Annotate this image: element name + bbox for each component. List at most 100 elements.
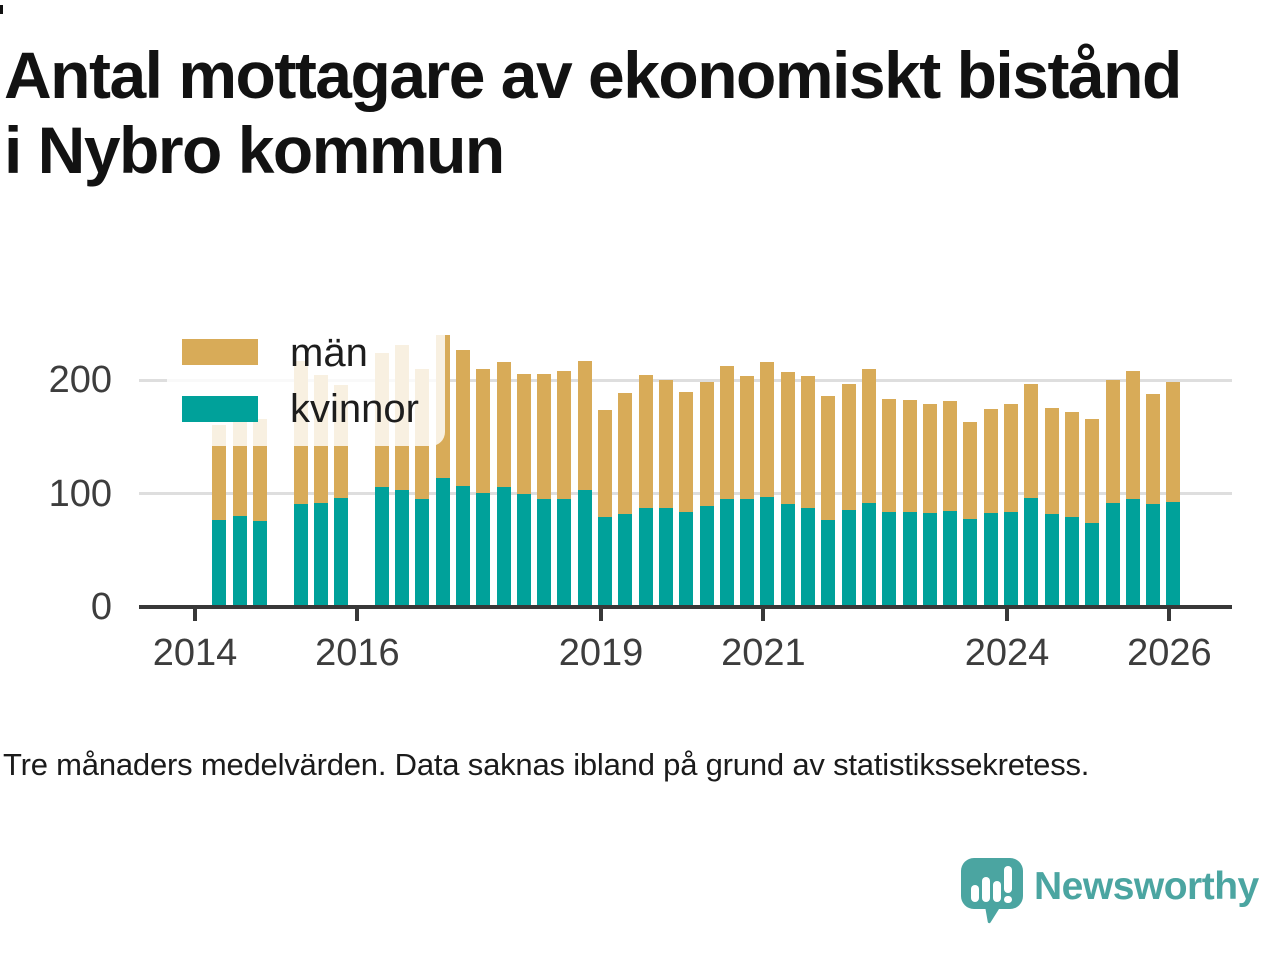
bar-segment-women (658, 508, 673, 607)
legend-swatch-women (182, 396, 258, 422)
legend-label-men: män (290, 331, 368, 375)
bar-segment-women (943, 510, 958, 607)
bar-segment-women (1004, 511, 1018, 607)
bar-segment-men (821, 396, 836, 520)
bar-segment-men (719, 365, 734, 500)
bar-segment-women (902, 511, 917, 607)
bar-segment-women (801, 508, 815, 607)
bar-segment-men (760, 362, 775, 498)
bar-segment-women (780, 503, 795, 607)
y-tick-label-100: 100 (48, 472, 112, 515)
bar-segment-women (598, 517, 612, 607)
chart-title-line1: Antal mottagare av ekonomiskt bistånd (4, 38, 1182, 112)
bar-segment-men (1146, 393, 1161, 504)
bar-segment-women (618, 514, 633, 607)
x-tick-2021 (761, 607, 766, 621)
crop-artifact-mark (0, 5, 3, 14)
bar-segment-women (516, 493, 531, 607)
bar-segment-women (496, 486, 511, 607)
bar-segment-women (882, 511, 897, 607)
bar-segment-men (943, 400, 958, 511)
x-tick-label-2014: 2014 (152, 632, 238, 674)
bar-segment-men (618, 392, 633, 515)
bar-segment-women (1146, 503, 1161, 607)
x-tick-2016 (355, 607, 360, 621)
chart-legend: män kvinnor (167, 328, 445, 446)
bar-segment-men (516, 373, 531, 494)
bar-segment-men (801, 375, 815, 509)
chart-title-line2: i Nybro kommun (4, 113, 505, 187)
speech-bubble-bar-chart-icon (961, 858, 1023, 924)
bar-segment-men (861, 369, 876, 503)
bar-segment-men (598, 409, 612, 518)
bar-segment-men (983, 408, 998, 513)
bar-segment-women (313, 502, 328, 607)
bar-segment-women (1064, 517, 1079, 607)
y-tick-label-200: 200 (48, 359, 112, 402)
bar-segment-men (557, 371, 572, 500)
bar-segment-men (1125, 371, 1140, 500)
bar-segment-women (922, 512, 937, 607)
bar-segment-women (1166, 501, 1181, 607)
x-tick-label-2019: 2019 (558, 632, 644, 674)
bar-segment-men (1024, 383, 1039, 499)
bar-segment-men (922, 404, 937, 513)
bar-segment-women (983, 512, 998, 607)
bar-segment-women (293, 503, 308, 607)
x-tick-label-2016: 2016 (315, 632, 400, 674)
legend-label-women: kvinnor (290, 387, 419, 431)
bar-segment-men (1044, 407, 1059, 515)
bar-segment-men (841, 383, 856, 510)
bar-segment-men (476, 369, 491, 493)
bar-segment-women (212, 519, 227, 607)
bar-segment-men (1064, 412, 1079, 518)
bar-segment-women (1044, 514, 1059, 607)
bar-segment-women (760, 497, 775, 607)
bar-segment-men (1166, 381, 1181, 502)
bar-segment-women (334, 498, 349, 607)
bar-segment-women (1024, 498, 1039, 607)
x-tick-label-2021: 2021 (721, 632, 806, 674)
bar-segment-women (476, 492, 491, 607)
bar-segment-men (1085, 418, 1100, 524)
bar-segment-men (638, 374, 653, 509)
bar-segment-men (902, 399, 917, 512)
bar-segment-women (861, 502, 876, 607)
x-tick-label-2024: 2024 (964, 632, 1050, 674)
bar-segment-women (395, 490, 409, 607)
bar-segment-men (658, 380, 673, 509)
bar-segment-women (415, 499, 430, 607)
bar-segment-men (780, 372, 795, 504)
x-tick-label-2026: 2026 (1127, 632, 1212, 674)
x-tick-2024 (1005, 607, 1009, 621)
bar-segment-men (455, 349, 470, 486)
bar-segment-women (638, 508, 653, 607)
bar-segment-women (699, 506, 714, 607)
bar-segment-women (963, 518, 978, 607)
bar-segment-women (1125, 499, 1140, 607)
bar-segment-men (963, 422, 978, 519)
bar-segment-women (435, 477, 450, 607)
y-tick-label-0: 0 (90, 586, 112, 628)
bar-segment-women (455, 485, 470, 607)
bar-segment-women (557, 499, 572, 607)
x-axis-line (139, 605, 1232, 609)
bar-segment-women (232, 516, 247, 607)
bar-segment-men (882, 398, 897, 512)
bar-segment-men (496, 362, 511, 487)
bar-segment-women (374, 486, 389, 607)
bar-segment-women (1085, 523, 1100, 607)
x-tick-2026 (1167, 607, 1172, 621)
bar-segment-women (740, 499, 755, 607)
bar-segment-men (537, 373, 552, 500)
bar-segment-men (679, 391, 694, 512)
bar-segment-women (679, 511, 694, 607)
gridline-200 (139, 378, 1232, 382)
x-tick-2014 (193, 607, 197, 621)
footnote: Tre månaders medelvärden. Data saknas ib… (3, 747, 1090, 782)
bar-segment-women (821, 519, 836, 607)
bar-segment-women (841, 509, 856, 607)
bar-segment-men (1105, 380, 1120, 503)
chart-title: Antal mottagare av ekonomiskt bistånd i … (4, 38, 1276, 188)
